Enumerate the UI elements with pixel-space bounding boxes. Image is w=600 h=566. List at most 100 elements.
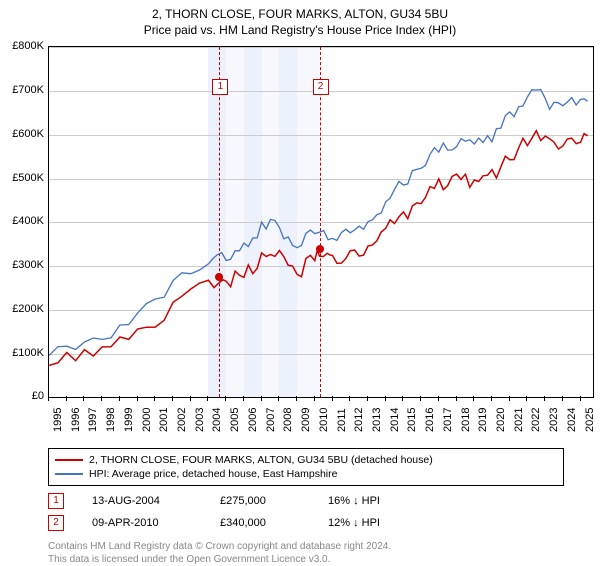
x-tick (243, 396, 244, 401)
x-tick (580, 396, 581, 401)
x-axis-label: 2009 (300, 408, 312, 432)
x-tick (332, 396, 333, 401)
x-axis-label: 2003 (194, 408, 206, 432)
transaction-delta: 16% ↓ HPI (328, 495, 428, 507)
transaction-row: 1 13-AUG-2004 £275,000 16% ↓ HPI (48, 490, 564, 512)
series-hpi (49, 90, 588, 356)
transaction-price: £275,000 (220, 495, 300, 507)
transaction-date: 13-AUG-2004 (92, 495, 192, 507)
x-axis-label: 2023 (548, 408, 560, 432)
x-axis-label: 2019 (477, 408, 489, 432)
x-tick (526, 396, 527, 401)
x-axis-label: 1997 (87, 408, 99, 432)
x-axis-label: 2006 (247, 408, 259, 432)
x-tick (509, 396, 510, 401)
x-tick (402, 396, 403, 401)
x-axis-label: 2001 (158, 408, 170, 432)
x-tick (562, 396, 563, 401)
y-axis-label: £100K (2, 347, 44, 359)
data-point (215, 273, 223, 281)
legend-label: HPI: Average price, detached house, East… (89, 468, 337, 480)
x-axis-label: 2013 (371, 408, 383, 432)
x-axis-label: 2021 (513, 408, 525, 432)
series-svg (49, 47, 593, 397)
x-tick (278, 396, 279, 401)
x-axis-label: 2005 (229, 408, 241, 432)
x-tick (83, 396, 84, 401)
x-axis-label: 1996 (70, 408, 82, 432)
x-tick (48, 396, 49, 401)
x-axis-label: 2010 (318, 408, 330, 432)
x-axis-label: 2000 (141, 408, 153, 432)
x-tick (491, 396, 492, 401)
plot-area: 12 (48, 46, 594, 398)
title-line-2: Price paid vs. HM Land Registry's House … (0, 22, 600, 38)
x-tick (172, 396, 173, 401)
x-axis-label: 2016 (424, 408, 436, 432)
legend-item: 2, THORN CLOSE, FOUR MARKS, ALTON, GU34 … (55, 453, 557, 467)
y-axis-label: £700K (2, 84, 44, 96)
x-axis-label: 2025 (584, 408, 596, 432)
x-axis-label: 2015 (406, 408, 418, 432)
x-tick (420, 396, 421, 401)
legend-box: 2, THORN CLOSE, FOUR MARKS, ALTON, GU34 … (48, 448, 564, 486)
x-tick (544, 396, 545, 401)
y-axis-label: £0 (2, 390, 44, 402)
transaction-marker: 2 (48, 515, 64, 531)
chart-area: 12 £0 £100K £200K £300K £400K £500K £600K £700K £… (0, 38, 600, 442)
x-axis-label: 2022 (530, 408, 542, 432)
x-axis-label: 2002 (176, 408, 188, 432)
data-point (316, 245, 324, 253)
x-tick (349, 396, 350, 401)
y-axis-label: £300K (2, 259, 44, 271)
footer-line-1: Contains HM Land Registry data © Crown c… (48, 540, 564, 553)
x-axis-label: 2007 (265, 408, 277, 432)
x-axis-label: 1995 (52, 408, 64, 432)
x-tick (207, 396, 208, 401)
x-axis-label: 2004 (211, 408, 223, 432)
legend-swatch (55, 473, 83, 475)
x-axis-label: 2017 (442, 408, 454, 432)
x-axis-label: 2011 (336, 409, 348, 433)
chart-title: 2, THORN CLOSE, FOUR MARKS, ALTON, GU34 … (0, 0, 600, 38)
title-line-1: 2, THORN CLOSE, FOUR MARKS, ALTON, GU34 … (0, 6, 600, 22)
x-tick (296, 396, 297, 401)
transaction-row: 2 09-APR-2010 £340,000 12% ↓ HPI (48, 512, 564, 534)
x-axis-label: 1999 (123, 408, 135, 432)
transaction-marker: 1 (48, 493, 64, 509)
x-tick (261, 396, 262, 401)
x-tick (119, 396, 120, 401)
x-tick (438, 396, 439, 401)
x-axis-label: 2018 (460, 408, 472, 432)
y-axis-label: £800K (2, 40, 44, 52)
x-axis-label: 2012 (353, 408, 365, 432)
x-tick (137, 396, 138, 401)
y-axis-label: £200K (2, 303, 44, 315)
x-tick (101, 396, 102, 401)
y-axis-label: £500K (2, 172, 44, 184)
footer-attribution: Contains HM Land Registry data © Crown c… (48, 540, 564, 566)
transaction-delta: 12% ↓ HPI (328, 517, 428, 529)
x-axis-label: 2024 (566, 408, 578, 432)
x-axis-label: 1998 (105, 408, 117, 432)
legend-item: HPI: Average price, detached house, East… (55, 467, 557, 481)
x-tick (385, 396, 386, 401)
legend-swatch (55, 459, 83, 461)
transactions-table: 1 13-AUG-2004 £275,000 16% ↓ HPI 2 09-APR-201… (48, 490, 564, 534)
legend-label: 2, THORN CLOSE, FOUR MARKS, ALTON, GU34 … (89, 454, 433, 466)
x-axis-label: 2020 (495, 408, 507, 432)
x-tick (367, 396, 368, 401)
transaction-date: 09-APR-2010 (92, 517, 192, 529)
x-tick (314, 396, 315, 401)
x-axis-label: 2014 (389, 408, 401, 432)
x-tick (456, 396, 457, 401)
transaction-price: £340,000 (220, 517, 300, 529)
x-tick (190, 396, 191, 401)
x-tick (225, 396, 226, 401)
x-tick (66, 396, 67, 401)
x-axis-label: 2008 (282, 408, 294, 432)
x-tick (473, 396, 474, 401)
y-axis-label: £600K (2, 128, 44, 140)
x-tick (154, 396, 155, 401)
y-axis-label: £400K (2, 215, 44, 227)
